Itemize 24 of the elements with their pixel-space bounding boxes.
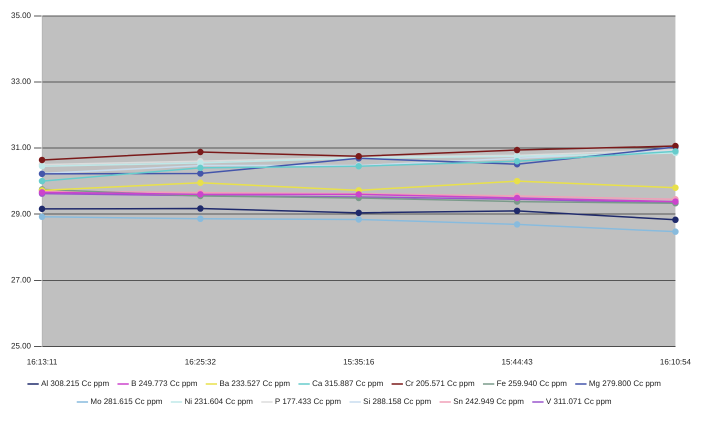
- legend-label: P 177.433 Cc ppm: [274, 397, 342, 406]
- y-tick-label: 25.00: [10, 342, 32, 351]
- legend-label: Ba 233.527 Cc ppm: [219, 379, 290, 388]
- y-tick-label: 33.00: [10, 77, 32, 86]
- x-tick-label: 16:25:32: [184, 357, 216, 366]
- x-tick-label: 16:10:54: [660, 357, 692, 366]
- legend-label: Si 288.158 Cc ppm: [363, 397, 432, 406]
- legend-label: Fe 259.940 Cc ppm: [496, 379, 568, 388]
- legend-label: V 311.071 Cc ppm: [546, 397, 612, 406]
- legend-label: Mg 279.800 Cc ppm: [588, 379, 662, 388]
- y-tick-label: 35.00: [10, 11, 32, 20]
- legend-label: Sn 242.949 Cc ppm: [453, 397, 524, 406]
- legend-label: B 249.773 Cc ppm: [131, 379, 198, 388]
- x-tick-label: 15:35:16: [343, 357, 375, 366]
- legend-label: Cr 205.571 Cc ppm: [405, 379, 475, 388]
- y-tick-label: 31.00: [10, 143, 32, 152]
- y-tick-label: 29.00: [10, 209, 32, 218]
- y-tick-label: 27.00: [10, 275, 32, 284]
- x-tick-label: 16:13:11: [26, 357, 58, 366]
- x-tick-label: 15:44:43: [502, 357, 534, 366]
- legend-label: Al 308.215 Cc ppm: [41, 379, 110, 388]
- legend-label: Ni 231.604 Cc ppm: [184, 397, 254, 406]
- legend-label: Mo 281.615 Cc ppm: [90, 397, 163, 406]
- legend-label: Ca 315.887 Cc ppm: [312, 379, 384, 388]
